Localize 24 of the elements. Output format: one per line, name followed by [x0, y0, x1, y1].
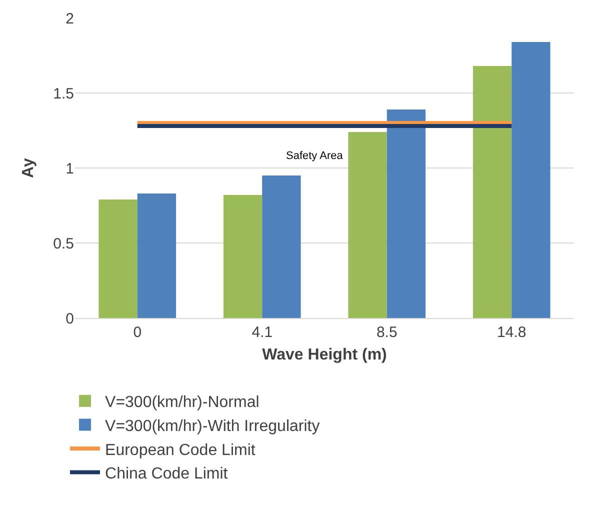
legend-label: European Code Limit: [105, 442, 256, 459]
annotation: Safety Area: [286, 150, 344, 162]
bar: [472, 66, 512, 318]
y-axis-title: Ay: [20, 158, 37, 178]
legend-label: V=300(km/hr)-With Irregularity: [105, 418, 320, 435]
legend-label: China Code Limit: [105, 466, 228, 483]
y-tick-label: 0.5: [53, 235, 74, 252]
x-tick-label: 4.1: [252, 324, 273, 341]
legend-label: V=300(km/hr)-Normal: [105, 394, 260, 412]
y-tick-label: 2: [66, 10, 74, 28]
y-tick-label: 1.5: [53, 85, 74, 102]
x-axis-title: Wave Height (m): [262, 346, 387, 364]
bar: [348, 132, 387, 318]
bar: [262, 176, 301, 318]
x-tick-label: 0: [133, 324, 142, 341]
y-tick-label: 0: [66, 310, 74, 328]
bar: [137, 194, 176, 318]
x-tick-label: 14.8: [497, 324, 526, 341]
bar: [98, 200, 138, 318]
y-tick-label: 1: [66, 160, 74, 178]
x-tick-label: 8.5: [376, 324, 398, 341]
bar: [512, 42, 550, 318]
bar: [223, 195, 262, 318]
bar: [386, 110, 426, 318]
